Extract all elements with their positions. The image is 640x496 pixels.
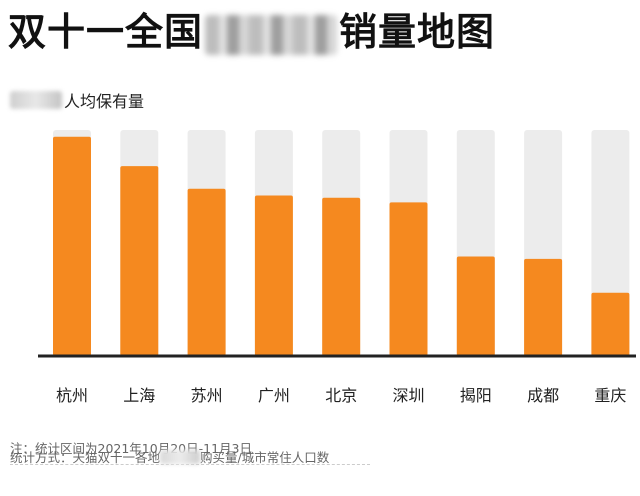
bar: [187, 188, 226, 356]
x-tick-labels: 杭州 上海 苏州 广州 北京 深圳 揭阳 成都 重庆: [56, 386, 626, 405]
x-tick-label: 北京: [325, 386, 357, 405]
blurred-product-name: [205, 14, 338, 55]
notes-divider: [10, 464, 370, 465]
x-tick-label: 上海: [123, 386, 155, 405]
bar: [53, 136, 91, 356]
chart-title: 双十一全国 销量地图: [8, 4, 495, 60]
y-axis-label: 人均保有量: [10, 88, 144, 112]
x-tick-label: 成都: [527, 386, 559, 405]
blurred-product-label: [10, 91, 62, 109]
title-suffix: 销量地图: [339, 10, 496, 54]
bars: [53, 136, 630, 356]
bar: [389, 202, 428, 356]
x-tick-label: 揭阳: [460, 386, 492, 405]
x-tick-label: 广州: [258, 386, 290, 405]
bar: [254, 195, 293, 356]
x-tick-label: 杭州: [56, 386, 88, 405]
y-axis-label-text: 人均保有量: [64, 92, 145, 111]
note-method: 统计方式：天猫双十一各地 购买量/城市常住人口数: [10, 447, 329, 466]
x-tick-label: 苏州: [191, 386, 223, 405]
blurred-product-note: [160, 449, 201, 464]
title-prefix: 双十一全国: [8, 10, 204, 54]
bar: [524, 258, 563, 356]
bar: [456, 256, 495, 356]
note-method-suffix: 购买量/城市常住人口数: [200, 450, 330, 465]
bar: [322, 197, 361, 356]
note-method-prefix: 统计方式：天猫双十一各地: [10, 450, 161, 465]
bar: [120, 166, 159, 356]
bar: [591, 292, 630, 356]
x-tick-label: 深圳: [392, 386, 424, 405]
bar-chart: 杭州 上海 苏州 广州 北京 深圳 揭阳 成都 重庆: [38, 130, 636, 405]
x-tick-label: 重庆: [594, 386, 626, 405]
